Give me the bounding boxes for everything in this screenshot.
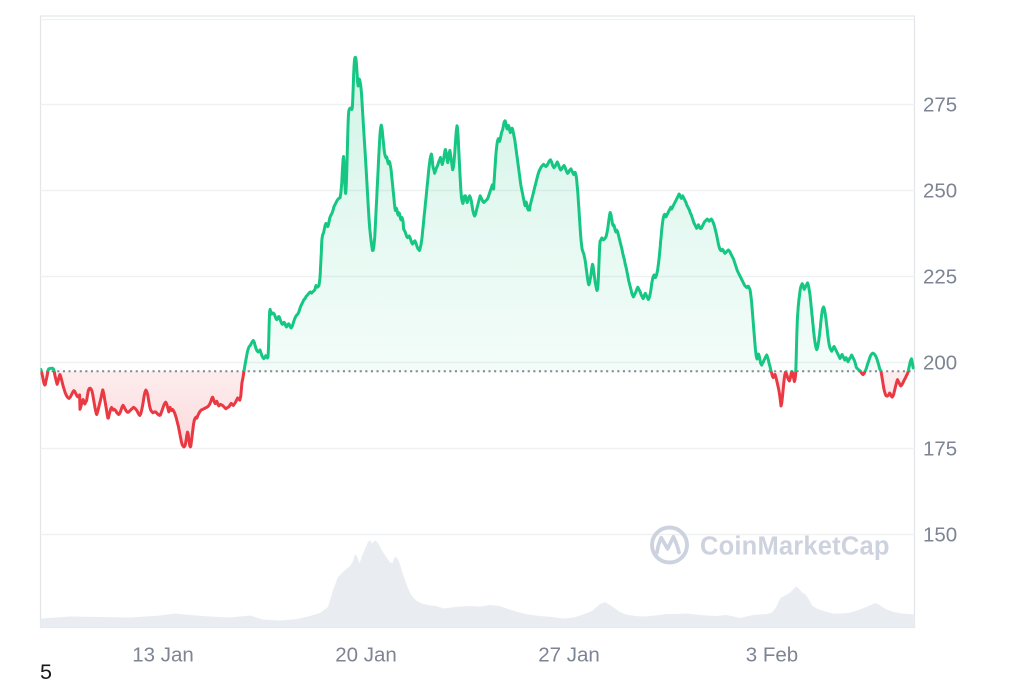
svg-text:20 Jan: 20 Jan: [335, 644, 397, 667]
svg-text:27 Jan: 27 Jan: [538, 644, 600, 667]
svg-text:275: 275: [923, 94, 957, 117]
svg-text:175: 175: [923, 438, 957, 461]
svg-text:150: 150: [923, 524, 957, 547]
svg-text:200: 200: [923, 352, 957, 375]
svg-text:5: 5: [40, 660, 52, 683]
svg-text:13 Jan: 13 Jan: [132, 644, 194, 667]
svg-text:3 Feb: 3 Feb: [746, 644, 798, 667]
svg-text:250: 250: [923, 180, 957, 203]
svg-text:CoinMarketCap: CoinMarketCap: [700, 533, 890, 561]
svg-text:225: 225: [923, 266, 957, 289]
